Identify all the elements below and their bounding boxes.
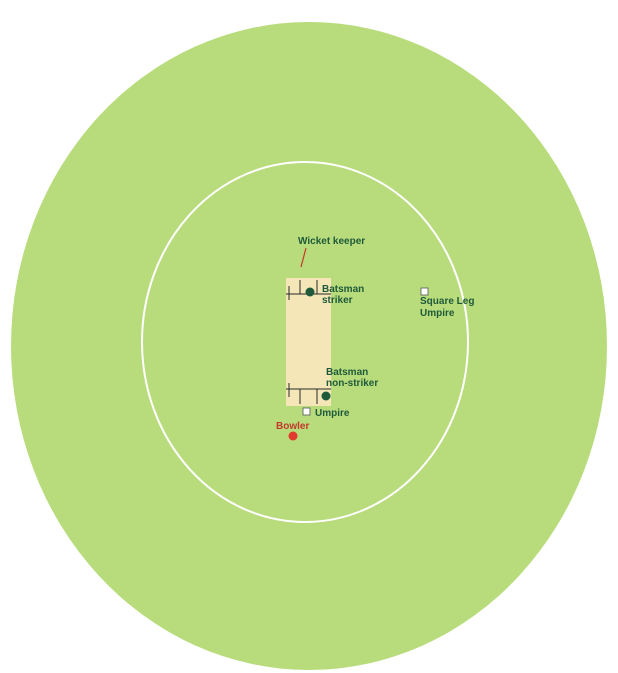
batsman-striker-marker — [305, 287, 315, 297]
wicket-keeper-label: Wicket keeper — [298, 236, 365, 247]
square-leg-umpire-label: Square Leg Umpire — [420, 296, 477, 319]
bowler-marker — [288, 431, 298, 441]
square-leg-umpire-square-icon — [420, 287, 429, 296]
pitch — [286, 278, 331, 406]
umpire-square-icon — [302, 407, 311, 416]
wicket-keeper-pointer — [300, 247, 307, 268]
batsman-striker-label: Batsman striker — [322, 284, 367, 306]
batsman-nonstriker-marker — [321, 391, 331, 401]
batsman-nonstriker-label: Batsman non-striker — [326, 367, 378, 389]
bottom-crease — [286, 383, 331, 404]
bowler-label: Bowler — [276, 421, 309, 432]
inner-circle — [141, 161, 469, 523]
umpire-label: Umpire — [315, 408, 350, 419]
